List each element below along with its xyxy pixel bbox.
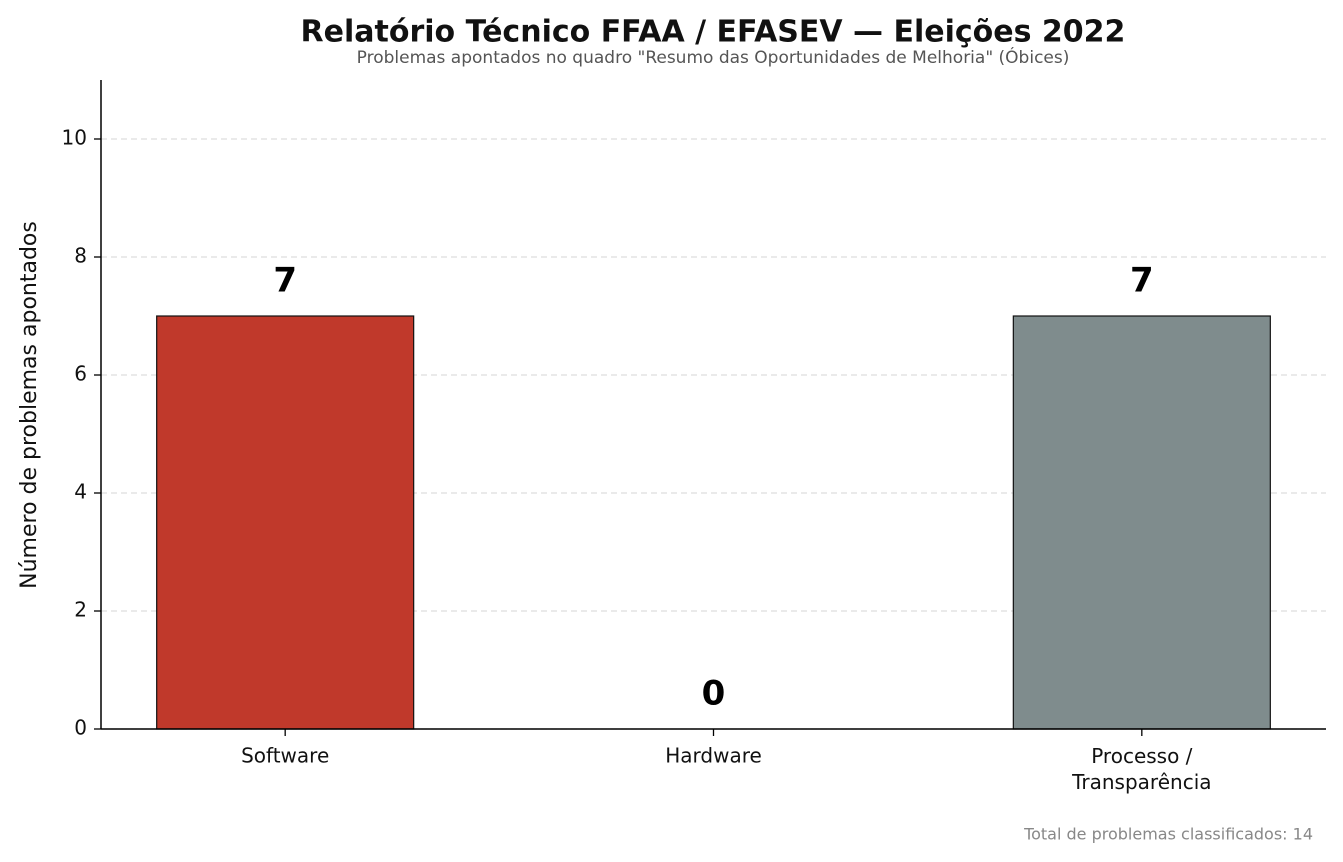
y-tick-label: 2 [74, 598, 87, 622]
value-label: 0 [702, 674, 726, 714]
value-label: 7 [1130, 261, 1154, 301]
x-tick-label: Processo / Transparência [1071, 744, 1211, 794]
y-tick-label: 0 [74, 716, 87, 740]
x-tick-label: Hardware [665, 744, 762, 768]
y-tick-label: 6 [74, 362, 87, 386]
y-tick-label: 4 [74, 480, 87, 504]
footnote: Total de problemas classificados: 14 [1023, 825, 1313, 844]
y-axis-label: Número de problemas apontados [17, 221, 42, 589]
bar [156, 315, 415, 730]
value-label: 7 [273, 261, 297, 301]
y-tick-label: 8 [74, 244, 87, 268]
y-tick-label: 10 [62, 126, 87, 150]
chart-subtitle: Problemas apontados no quadro "Resumo da… [357, 46, 1070, 68]
x-tick-label: Software [241, 744, 329, 768]
chart-title: Relatório Técnico FFAA / EFASEV — Eleiçõ… [301, 15, 1126, 50]
bar [1012, 315, 1271, 730]
